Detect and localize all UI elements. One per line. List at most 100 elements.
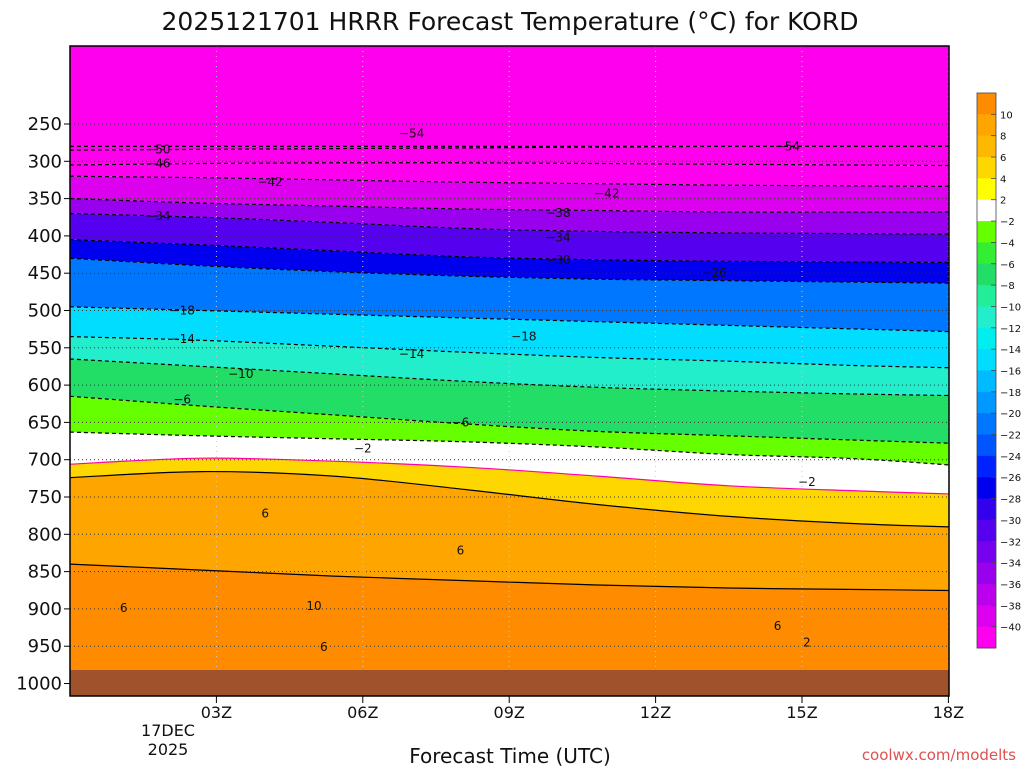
chart-title: 2025121701 HRRR Forecast Temperature (°C… — [162, 7, 859, 36]
isotherm-labels: −54−54−50−46−42−42−38−34−34−30−26−18−18−… — [120, 127, 816, 654]
y-tick-label: 250 — [28, 114, 62, 135]
colorbar-swatch — [977, 157, 996, 179]
colorbar-swatch — [977, 263, 996, 286]
isotherm-label: −30 — [545, 253, 570, 267]
colorbar-tick-label: −40 — [1000, 623, 1021, 634]
isotherm-label: −42 — [257, 175, 282, 189]
temperature-band — [70, 432, 949, 494]
y-tick-label: 450 — [28, 263, 62, 284]
temperature-band — [70, 396, 949, 465]
colorbar-swatch — [977, 242, 996, 265]
y-tick-label: 950 — [28, 636, 62, 657]
y-tick-label: 400 — [28, 226, 62, 247]
colorbar-tick-label: −26 — [1000, 473, 1021, 484]
colorbar-swatch — [977, 519, 996, 542]
temperature-band — [70, 258, 949, 332]
isotherm-label: 6 — [774, 619, 782, 633]
isotherm-label: −42 — [594, 186, 619, 200]
colorbar-swatch — [977, 413, 996, 436]
isotherm-line — [70, 470, 949, 528]
isotherm-layer — [70, 145, 949, 592]
colorbar-tick-label: −18 — [1000, 388, 1021, 399]
temperature-band — [70, 176, 949, 213]
colorbar-tick-label: −6 — [1000, 260, 1015, 271]
y-tick-label: 850 — [28, 562, 62, 583]
colorbar-swatch — [977, 477, 996, 500]
colorbar-tick-label: −4 — [1000, 238, 1015, 249]
colorbar-tick-label: −38 — [1000, 601, 1021, 612]
temperature-band — [70, 146, 949, 166]
x-tick-label: 15Z — [786, 703, 817, 722]
colorbar-swatch — [977, 93, 996, 115]
y-axis: 250 300 350 400 450 500 550 600 650 700 750 800 850 9… — [16, 114, 70, 695]
colorbar-tick-label: −16 — [1000, 367, 1021, 378]
temperature-band — [70, 306, 949, 368]
colorbar-swatch — [977, 178, 996, 201]
colorbar-swatch — [977, 114, 996, 137]
isotherm-label: −2 — [798, 475, 816, 489]
colorbar-tick-label: 4 — [1000, 174, 1006, 185]
ground-below-surface — [70, 670, 949, 696]
y-tick-label: 650 — [28, 412, 62, 433]
x-axis-year: 2025 — [148, 740, 189, 759]
x-tick-label: 12Z — [640, 703, 671, 722]
colorbar-swatch — [977, 349, 996, 371]
isotherm-label: 10 — [306, 599, 321, 613]
colorbar-swatch — [977, 541, 996, 564]
isotherm-label: 6 — [320, 640, 328, 654]
colorbar-swatch — [977, 306, 996, 329]
colorbar-tick-label: 6 — [1000, 153, 1006, 164]
y-tick-label: 600 — [28, 375, 62, 396]
source-credit: coolwx.com/modelts — [862, 746, 1016, 764]
isotherm-label: 6 — [261, 506, 269, 520]
isotherm-label: −54 — [775, 139, 800, 153]
isotherm-label: −14 — [170, 332, 195, 346]
colorbar-tick-label: −36 — [1000, 580, 1021, 591]
isotherm-label: −6 — [452, 415, 470, 429]
colorbar-tick-label: −32 — [1000, 537, 1021, 548]
x-axis-date: 17DEC — [141, 721, 195, 740]
temperature-band — [70, 162, 949, 187]
colorbar-tick-label: −14 — [1000, 345, 1021, 356]
colorbar-swatch — [977, 285, 996, 307]
colorbar-swatch — [977, 370, 996, 393]
colorbar: 10 8 6 4 2 −2 −4 −6 −8 −10 −12 −14 −16 −18 −20 −22 −24 −2… — [976, 92, 1021, 649]
isotherm-label: −18 — [511, 330, 536, 344]
isotherm-label: −14 — [399, 347, 424, 361]
colorbar-tick-label: −22 — [1000, 431, 1021, 442]
isotherm-label: −26 — [701, 266, 726, 280]
x-tick-label: 03Z — [201, 703, 232, 722]
colorbar-tick-label: −30 — [1000, 516, 1021, 527]
colorbar-tick-label: −12 — [1000, 324, 1021, 335]
colorbar-swatch — [977, 135, 996, 158]
temperature-band — [70, 213, 949, 263]
temperature-band — [70, 458, 949, 527]
colorbar-swatch — [977, 434, 996, 457]
y-tick-label: 550 — [28, 338, 62, 359]
temperature-band — [70, 146, 949, 151]
colorbar-swatch — [977, 498, 996, 521]
colorbar-tick-label: 8 — [1000, 132, 1006, 143]
colorbar-swatch — [977, 199, 996, 222]
x-axis: 03Z 06Z 09Z 12Z 15Z 18Z — [201, 696, 964, 722]
y-tick-label: 500 — [28, 301, 62, 322]
colorbar-tick-label: −10 — [1000, 302, 1021, 313]
isotherm-label: −46 — [145, 157, 170, 171]
temperature-band — [70, 46, 949, 147]
colorbar-swatch — [977, 327, 996, 350]
y-tick-label: 900 — [28, 599, 62, 620]
colorbar-swatch — [977, 583, 996, 606]
temperature-fill-layer — [70, 46, 949, 696]
y-tick-label: 750 — [28, 487, 62, 508]
isotherm-label: −34 — [145, 209, 170, 223]
colorbar-tick-label: −20 — [1000, 409, 1021, 420]
isotherm-line — [70, 395, 949, 444]
isotherm-label: −2 — [354, 442, 372, 456]
isotherm-line — [70, 563, 949, 592]
x-tick-label: 18Z — [933, 703, 964, 722]
x-tick-label: 09Z — [494, 703, 525, 722]
y-tick-label: 300 — [28, 151, 62, 172]
temperature-band — [70, 564, 949, 696]
colorbar-swatch — [977, 626, 996, 649]
